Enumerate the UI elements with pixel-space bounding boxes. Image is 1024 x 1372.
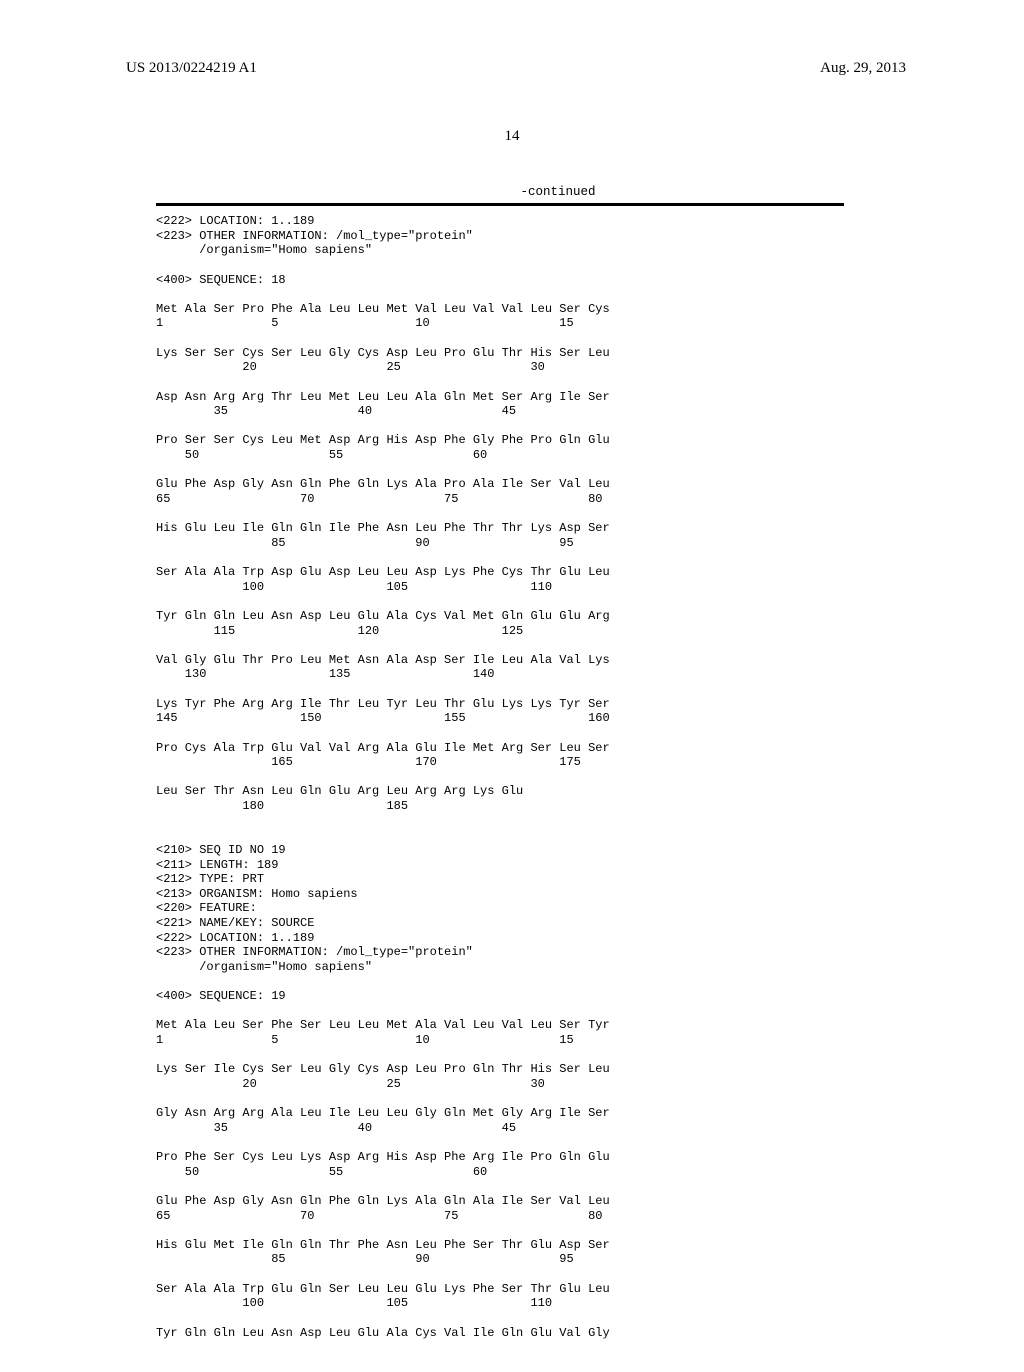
- patent-id-header: US 2013/0224219 A1: [126, 60, 257, 77]
- continued-label: -continued: [520, 185, 595, 199]
- sequence-listing: <222> LOCATION: 1..189 <223> OTHER INFOR…: [156, 214, 934, 1340]
- publication-date-header: Aug. 29, 2013: [820, 60, 906, 77]
- page-number: 14: [90, 128, 934, 145]
- page-container: US 2013/0224219 A1 Aug. 29, 2013 14 -con…: [0, 0, 1024, 1372]
- horizontal-rule: [156, 203, 844, 206]
- continued-wrapper: -continued: [90, 185, 934, 203]
